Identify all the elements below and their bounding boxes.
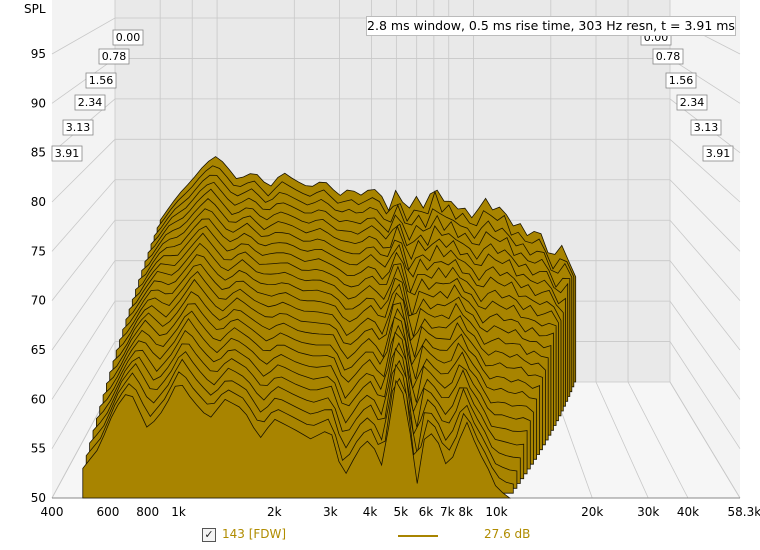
time-slice-label: 2.34 <box>74 94 106 111</box>
legend: ✓ 143 [FDW] 27.6 dB <box>0 526 760 546</box>
x-tick-label: 400 <box>41 505 64 519</box>
y-axis-label: SPL <box>24 2 46 16</box>
time-labels-left: 0.00 0.78 1.56 2.34 3.13 3.91 <box>51 29 144 162</box>
series-visibility-checkbox[interactable]: ✓ <box>202 528 216 542</box>
svg-text:0.78: 0.78 <box>656 50 681 63</box>
x-tick-label: 8k <box>458 505 473 519</box>
y-tick-label: 60 <box>31 392 46 406</box>
svg-text:2.34: 2.34 <box>680 96 705 109</box>
svg-text:1.56: 1.56 <box>89 74 114 87</box>
x-tick-label: 30k <box>637 505 659 519</box>
svg-text:3.91: 3.91 <box>55 147 80 160</box>
time-slice-label: 0.78 <box>98 48 130 65</box>
svg-text:0.78: 0.78 <box>102 50 127 63</box>
measurement-info-box: 2.8 ms window, 0.5 ms rise time, 303 Hz … <box>366 16 736 36</box>
time-slice-label: 2.34 <box>676 94 708 111</box>
time-slice-label: 3.13 <box>690 119 722 136</box>
y-tick-label: 65 <box>31 343 46 357</box>
x-tick-label: 40k <box>677 505 699 519</box>
y-tick-label: 90 <box>31 96 46 110</box>
y-tick-label: 55 <box>31 442 46 456</box>
y-ticks: 95 90 85 80 75 70 65 60 55 50 <box>31 47 46 505</box>
grid-line-x-floor <box>627 381 689 499</box>
svg-text:2.34: 2.34 <box>78 96 103 109</box>
grid-line-y <box>51 58 741 104</box>
time-slice-label: 3.13 <box>62 119 94 136</box>
time-slice-label: 3.91 <box>51 145 83 162</box>
y-tick-label: 80 <box>31 195 46 209</box>
y-tick-label: 75 <box>31 244 46 258</box>
x-tick-label: 10k <box>485 505 507 519</box>
x-ticks: 400 600 800 1k 2k 3k 4k 5k 6k 7k 8k 10k 20k 30k 40k 58.… <box>41 505 760 519</box>
y-tick-label: 50 <box>31 491 46 505</box>
x-tick-label: 6k <box>419 505 434 519</box>
time-slice-label: 1.56 <box>665 72 697 89</box>
x-tick-label: 4k <box>363 505 378 519</box>
y-tick-label: 70 <box>31 294 46 308</box>
grid-line-x-floor <box>595 381 649 499</box>
time-slice-label: 3.91 <box>702 145 734 162</box>
x-tick-label: 600 <box>97 505 120 519</box>
x-tick-label: 5k <box>394 505 409 519</box>
right-wall <box>670 0 740 498</box>
svg-text:3.91: 3.91 <box>706 147 731 160</box>
time-slice-label: 0.78 <box>652 48 684 65</box>
svg-text:1.56: 1.56 <box>669 74 694 87</box>
svg-text:3.13: 3.13 <box>66 121 91 134</box>
x-tick-label: 800 <box>136 505 159 519</box>
grid-line-x-floor <box>669 381 741 499</box>
waterfall-surface <box>82 156 577 499</box>
x-tick-label: 20k <box>581 505 603 519</box>
time-slice-label: 1.56 <box>85 72 117 89</box>
axis-labels: SPL <box>24 2 46 16</box>
grid-line-y <box>51 179 741 252</box>
y-tick-label: 95 <box>31 47 46 61</box>
series-color-swatch <box>398 535 438 537</box>
x-tick-label: 3k <box>323 505 338 519</box>
svg-text:3.13: 3.13 <box>694 121 719 134</box>
x-tick-label: 1k <box>171 505 186 519</box>
x-tick-label: 58.3kHz <box>728 505 760 519</box>
x-tick-label: 7k <box>440 505 455 519</box>
series-value: 27.6 dB <box>484 527 531 541</box>
x-tick-label: 2k <box>267 505 282 519</box>
y-tick-label: 85 <box>31 146 46 160</box>
series-name: 143 [FDW] <box>222 527 287 541</box>
waterfall-slice <box>82 379 511 499</box>
grid-line-y <box>51 138 741 203</box>
time-slice-label: 0.00 <box>112 29 144 46</box>
svg-text:0.00: 0.00 <box>116 31 141 44</box>
